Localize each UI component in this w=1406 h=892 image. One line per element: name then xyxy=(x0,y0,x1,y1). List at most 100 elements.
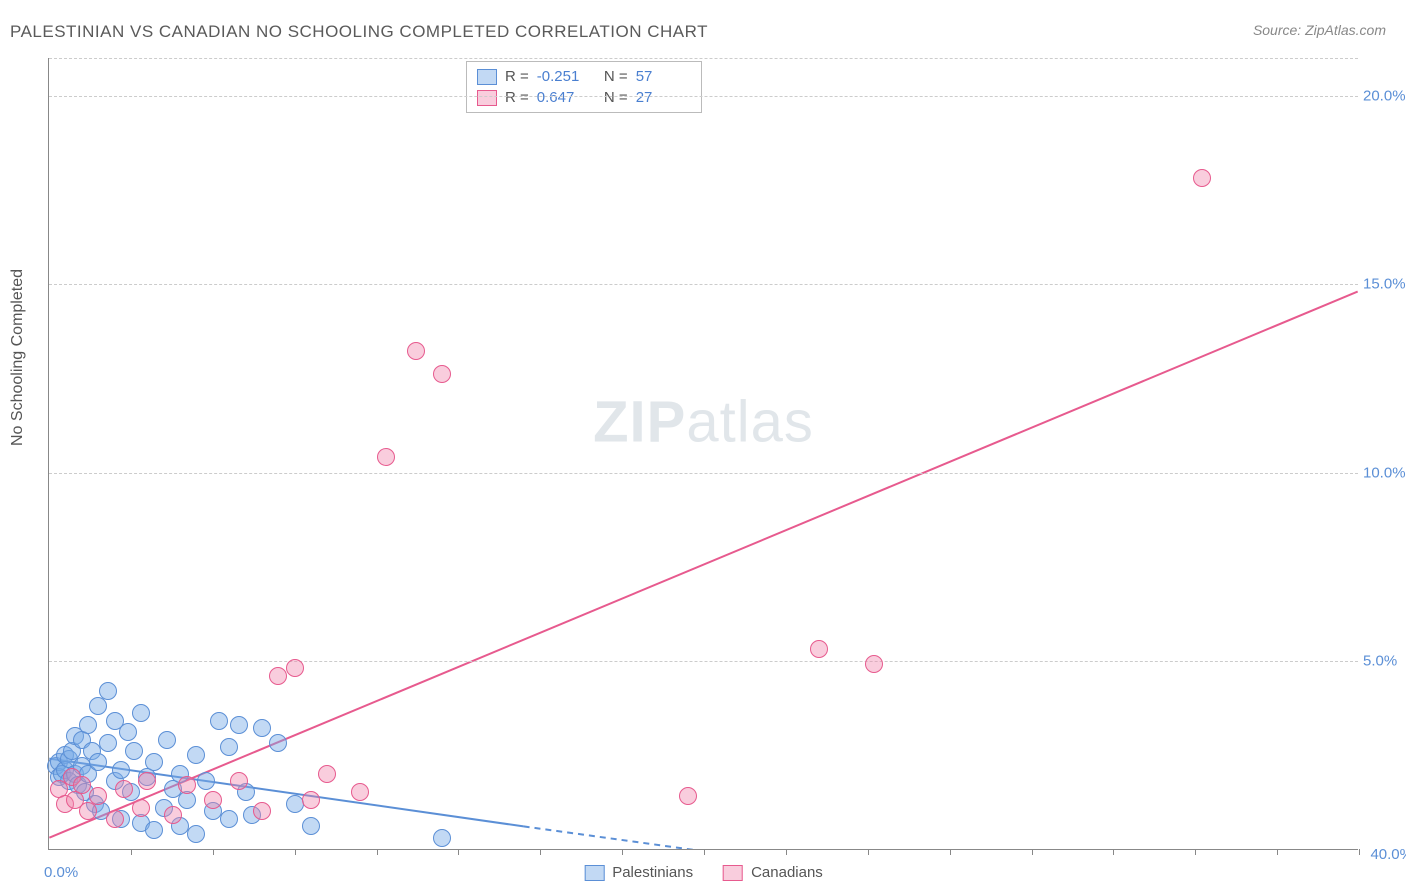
watermark: ZIPatlas xyxy=(593,388,814,455)
x-tick xyxy=(295,849,296,855)
canadians-point xyxy=(178,776,196,794)
corr-r-value: 0.647 xyxy=(537,89,592,106)
series-legend: Palestinians Canadians xyxy=(584,864,823,881)
canadians-point xyxy=(318,765,336,783)
legend-swatch xyxy=(477,69,497,85)
x-tick xyxy=(868,849,869,855)
canadians-point xyxy=(89,787,107,805)
gridline xyxy=(49,473,1358,474)
x-origin-label: 0.0% xyxy=(44,864,78,881)
canadians-point xyxy=(865,655,883,673)
palestinians-point xyxy=(230,716,248,734)
palestinians-point xyxy=(220,738,238,756)
chart-container: PALESTINIAN VS CANADIAN NO SCHOOLING COM… xyxy=(0,0,1406,892)
palestinians-point xyxy=(125,742,143,760)
canadians-point xyxy=(164,806,182,824)
corr-legend-row: R = 0.647 N = 27 xyxy=(477,87,691,108)
palestinians-point xyxy=(79,716,97,734)
x-tick xyxy=(1277,849,1278,855)
canadians-point xyxy=(230,772,248,790)
canadians-point xyxy=(810,640,828,658)
x-tick xyxy=(950,849,951,855)
corr-n-label: N = xyxy=(600,68,628,85)
y-axis-label: No Schooling Completed xyxy=(9,269,27,446)
legend-swatch xyxy=(584,865,604,881)
canadians-point xyxy=(204,791,222,809)
legend-swatch xyxy=(477,90,497,106)
x-tick xyxy=(213,849,214,855)
canadians-point xyxy=(138,772,156,790)
y-tick-label: 10.0% xyxy=(1363,464,1406,481)
palestinians-point xyxy=(89,753,107,771)
corr-n-value: 27 xyxy=(636,89,691,106)
gridline xyxy=(49,96,1358,97)
palestinians-point xyxy=(302,817,320,835)
corr-n-label: N = xyxy=(600,89,628,106)
legend-item-palestinians: Palestinians xyxy=(584,864,693,881)
legend-label: Palestinians xyxy=(612,864,693,881)
palestinians-point xyxy=(112,761,130,779)
correlation-legend: R = -0.251 N = 57R = 0.647 N = 27 xyxy=(466,61,702,113)
palestinians-point xyxy=(89,697,107,715)
legend-label: Canadians xyxy=(751,864,823,881)
palestinians-point xyxy=(145,821,163,839)
canadians-point xyxy=(115,780,133,798)
x-tick xyxy=(377,849,378,855)
canadians-point xyxy=(679,787,697,805)
corr-legend-row: R = -0.251 N = 57 xyxy=(477,66,691,87)
canadians-point xyxy=(73,776,91,794)
palestinians-point xyxy=(286,795,304,813)
legend-swatch xyxy=(723,865,743,881)
y-tick-label: 20.0% xyxy=(1363,87,1406,104)
corr-n-value: 57 xyxy=(636,68,691,85)
x-tick xyxy=(1195,849,1196,855)
canadians-point xyxy=(302,791,320,809)
palestinians-point xyxy=(119,723,137,741)
source-label: Source: ZipAtlas.com xyxy=(1253,22,1386,38)
gridline xyxy=(49,58,1358,59)
canadians-point xyxy=(1193,169,1211,187)
canadians-point xyxy=(407,342,425,360)
palestinians-point xyxy=(158,731,176,749)
canadians-point xyxy=(351,783,369,801)
canadians-point xyxy=(433,365,451,383)
palestinians-point xyxy=(253,719,271,737)
palestinians-point xyxy=(269,734,287,752)
x-tick xyxy=(704,849,705,855)
corr-r-label: R = xyxy=(505,89,529,106)
canadians-point xyxy=(79,802,97,820)
canadians-point xyxy=(269,667,287,685)
canadians-point xyxy=(377,448,395,466)
corr-r-label: R = xyxy=(505,68,529,85)
plot-area: ZIPatlas R = -0.251 N = 57R = 0.647 N = … xyxy=(48,58,1358,850)
palestinians-point xyxy=(187,825,205,843)
x-tick xyxy=(131,849,132,855)
chart-title: PALESTINIAN VS CANADIAN NO SCHOOLING COM… xyxy=(10,22,708,42)
x-tick xyxy=(622,849,623,855)
legend-item-canadians: Canadians xyxy=(723,864,823,881)
palestinians-point xyxy=(220,810,238,828)
x-tick xyxy=(1359,849,1360,855)
palestinians-point xyxy=(99,734,117,752)
y-tick-label: 15.0% xyxy=(1363,276,1406,293)
palestinians-point xyxy=(210,712,228,730)
x-tick xyxy=(786,849,787,855)
canadians-point xyxy=(132,799,150,817)
palestinians-point xyxy=(197,772,215,790)
gridline xyxy=(49,284,1358,285)
canadians-point xyxy=(286,659,304,677)
x-tick xyxy=(1113,849,1114,855)
gridline xyxy=(49,661,1358,662)
palestinians-point xyxy=(187,746,205,764)
canadians-point xyxy=(106,810,124,828)
x-max-label: 40.0% xyxy=(1370,846,1406,863)
palestinians-point xyxy=(433,829,451,847)
canadians-point xyxy=(253,802,271,820)
x-tick xyxy=(458,849,459,855)
palestinians-point xyxy=(132,704,150,722)
x-tick xyxy=(540,849,541,855)
y-tick-label: 5.0% xyxy=(1363,653,1406,670)
palestinians-point xyxy=(99,682,117,700)
x-tick xyxy=(1032,849,1033,855)
palestinians-point xyxy=(145,753,163,771)
